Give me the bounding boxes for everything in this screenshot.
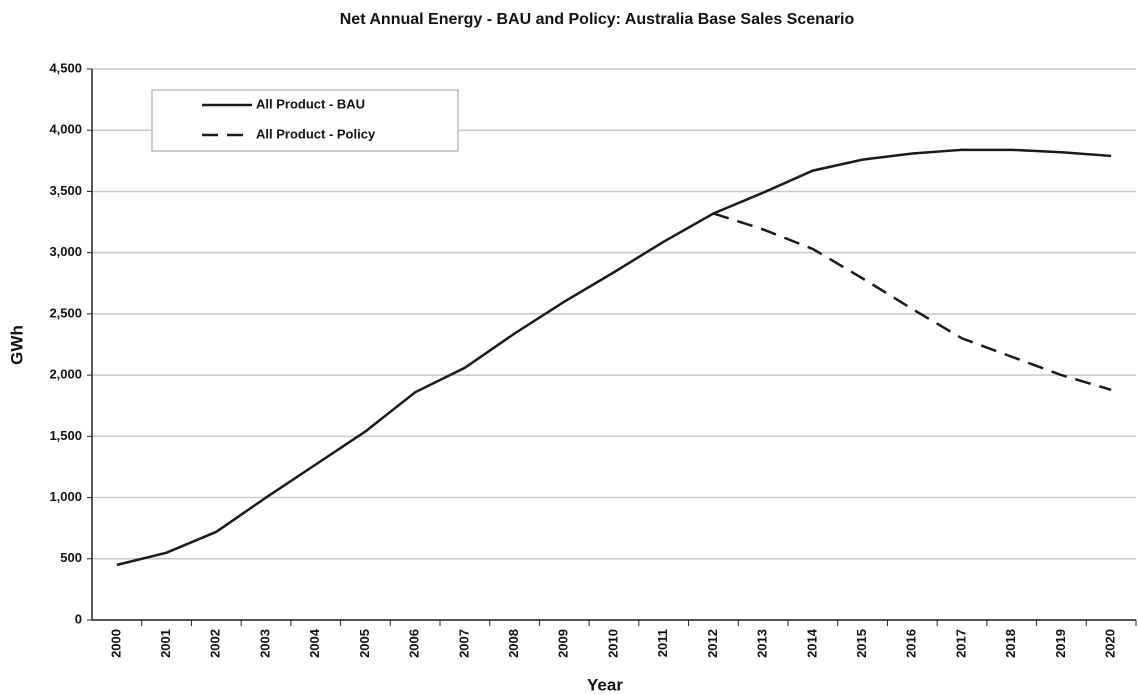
- y-tick-label: 2,000: [49, 367, 82, 382]
- x-tick-label: 2014: [804, 628, 819, 658]
- x-tick-label: 2018: [1003, 629, 1018, 658]
- x-tick-label: 2007: [456, 629, 471, 658]
- y-tick-label: 3,500: [49, 183, 82, 198]
- y-tick-label: 4,500: [49, 60, 82, 75]
- y-tick-label: 500: [60, 550, 82, 565]
- x-tick-label: 2019: [1053, 629, 1068, 658]
- y-tick-label: 1,000: [49, 489, 82, 504]
- series-line: [713, 212, 1112, 392]
- x-tick-label: 2020: [1103, 629, 1118, 658]
- x-tick-label: 2003: [257, 629, 272, 658]
- legend-box: [151, 89, 459, 152]
- y-tick-label: 4,000: [49, 122, 82, 137]
- x-axis-title: Year: [587, 675, 623, 694]
- x-tick-label: 2010: [605, 629, 620, 658]
- x-tick-label: 2006: [407, 629, 422, 658]
- x-tick-label: 2016: [904, 629, 919, 658]
- x-tick-label: 2002: [208, 629, 223, 658]
- y-tick-label: 0: [75, 611, 82, 626]
- x-tick-label: 2013: [755, 629, 770, 658]
- x-tick-label: 2017: [953, 629, 968, 658]
- x-tick-label: 2009: [556, 629, 571, 658]
- legend-label: All Product - Policy: [256, 126, 376, 141]
- series-line: [116, 148, 1112, 567]
- x-tick-label: 2015: [854, 629, 869, 658]
- y-tick-label: 2,500: [49, 305, 82, 320]
- x-tick-label: 2000: [108, 629, 123, 658]
- chart-title: Net Annual Energy - BAU and Policy: Aust…: [340, 11, 855, 28]
- y-tick-label: 1,500: [49, 428, 82, 443]
- x-tick-label: 2001: [158, 629, 173, 658]
- x-tick-label: 2012: [705, 629, 720, 658]
- legend-label: All Product - BAU: [256, 96, 365, 111]
- y-tick-label: 3,000: [49, 244, 82, 259]
- x-tick-label: 2004: [307, 628, 322, 658]
- x-tick-label: 2011: [655, 629, 670, 657]
- x-tick-label: 2008: [506, 629, 521, 658]
- y-axis-title: GWh: [7, 325, 26, 365]
- x-tick-label: 2005: [357, 629, 372, 658]
